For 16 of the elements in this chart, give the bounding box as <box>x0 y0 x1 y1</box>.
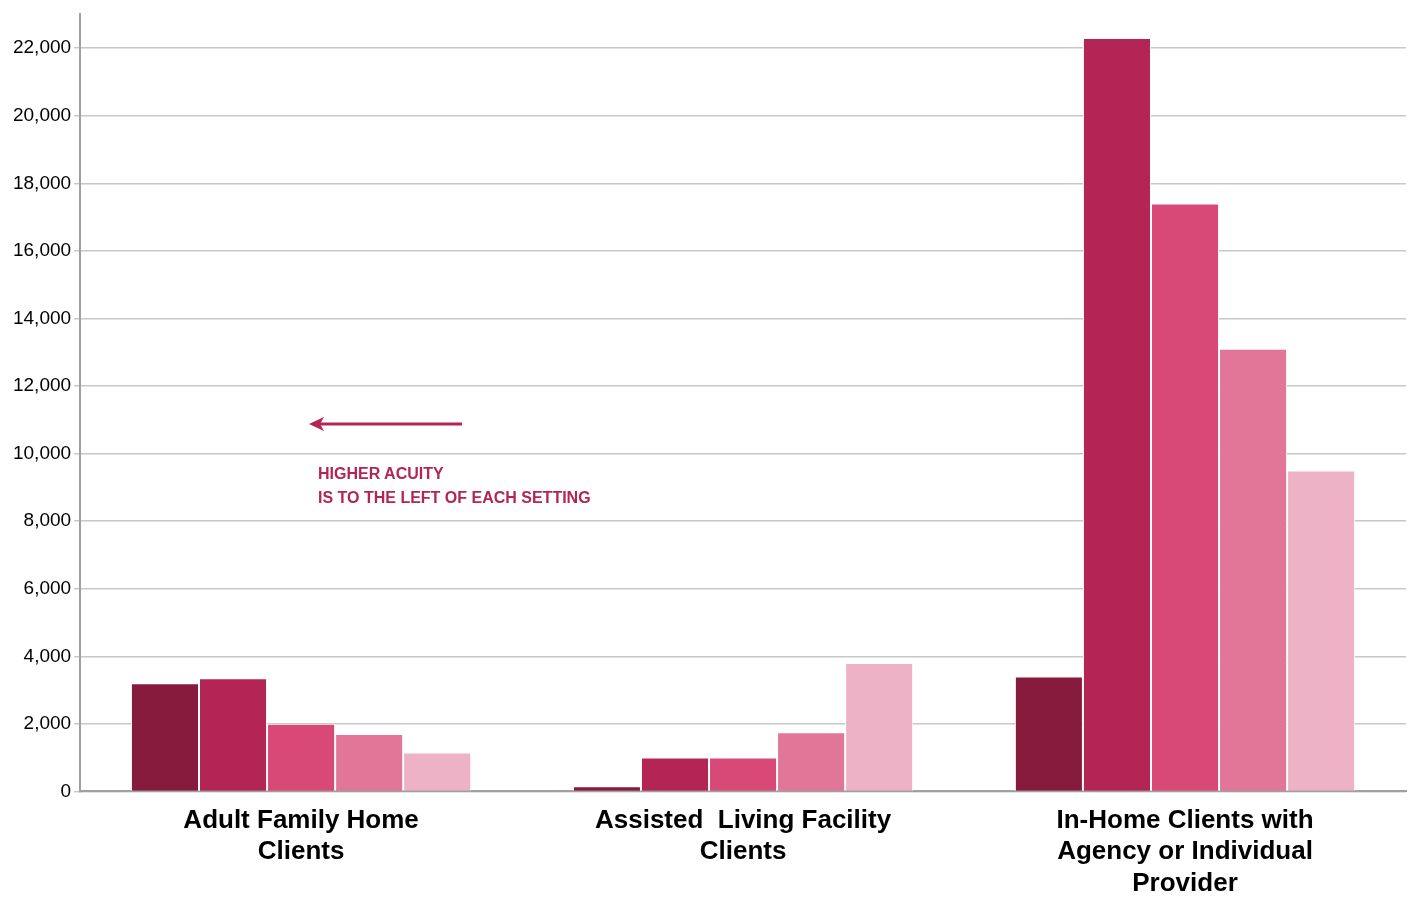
y-tick-label: 8,000 <box>23 509 72 531</box>
y-tick-label: 0 <box>60 779 72 801</box>
x-tick-label: Assisted Living Facility Clients <box>594 804 892 866</box>
y-tick-label: 4,000 <box>23 644 72 666</box>
y-tick-label: 2,000 <box>23 712 72 734</box>
y-tick-label: 10,000 <box>12 441 72 463</box>
y-tick-label: 22,000 <box>12 36 72 58</box>
x-tick-label: In-Home Clients with Agency or Individual Provider <box>1056 804 1314 897</box>
y-tick-label: 12,000 <box>12 374 72 396</box>
y-tick-label: 20,000 <box>12 103 72 125</box>
y-tick-label: 16,000 <box>12 239 72 261</box>
x-tick-label: Adult Family Home Clients <box>183 804 419 866</box>
y-tick-label: 18,000 <box>12 171 72 193</box>
annotation: HIGHER ACUITY IS TO THE LEFT OF EACH SETTING <box>318 464 591 508</box>
y-tick-label: 6,000 <box>23 576 72 598</box>
y-tick-label: 14,000 <box>12 306 72 328</box>
